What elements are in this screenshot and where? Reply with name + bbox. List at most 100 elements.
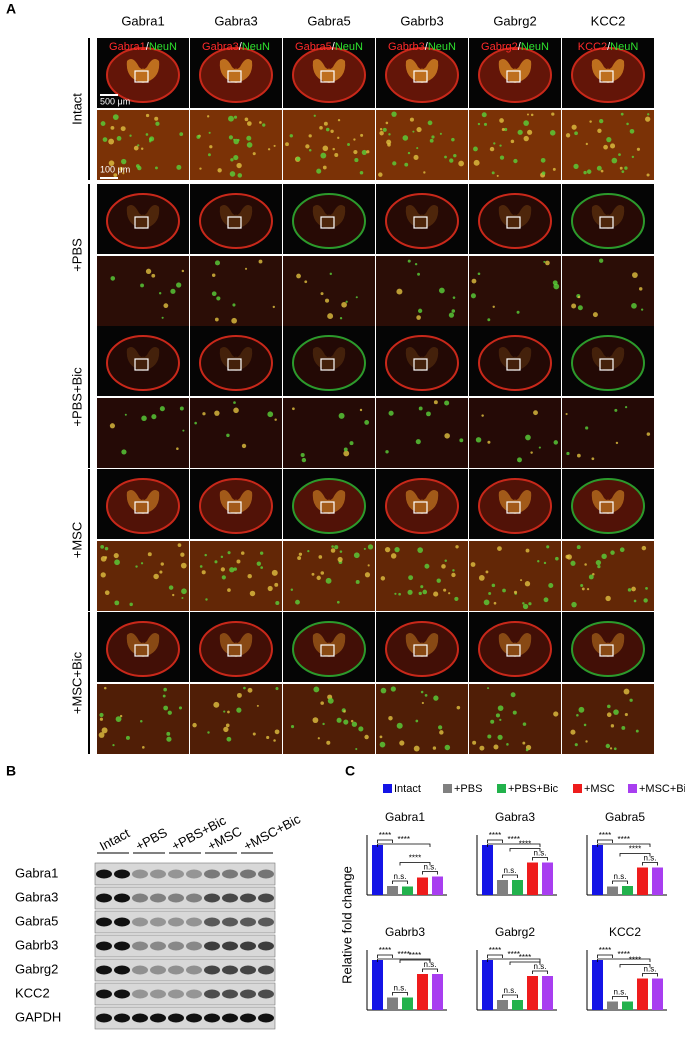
- region-box: [227, 216, 242, 229]
- cell: [109, 423, 116, 429]
- cell: [517, 457, 522, 463]
- blot-band: [150, 893, 166, 903]
- cell: [246, 121, 252, 126]
- cell: [114, 559, 120, 566]
- cell: [176, 164, 182, 170]
- blot-band: [240, 917, 256, 927]
- cell: [459, 438, 464, 443]
- cell: [211, 273, 216, 278]
- cell: [273, 144, 276, 147]
- cell: [423, 171, 426, 174]
- cell: [647, 113, 650, 116]
- cell: [643, 598, 648, 603]
- significance-bracket: [377, 843, 431, 847]
- cell: [473, 146, 478, 152]
- cell: [361, 149, 367, 155]
- cell: [101, 727, 108, 734]
- cord-outline: [478, 193, 552, 249]
- cell: [354, 158, 359, 163]
- significance-bracket: [532, 970, 548, 974]
- blot-band: [132, 1013, 148, 1023]
- cell: [645, 586, 648, 590]
- significance-label: ****: [519, 840, 531, 849]
- cell: [236, 162, 242, 169]
- cell: [497, 734, 503, 740]
- blot-band: [204, 941, 220, 951]
- cell: [217, 168, 222, 173]
- region-box: [227, 358, 242, 371]
- stain-label: Gabra3/NeuN: [202, 41, 270, 53]
- cell: [407, 259, 411, 263]
- cell: [114, 600, 120, 606]
- section-image: [469, 612, 561, 682]
- blot-band: [168, 869, 184, 879]
- stain-marker: Gabra5: [295, 41, 332, 53]
- bar: [542, 976, 553, 1010]
- blot-band: [222, 1013, 238, 1023]
- cell: [573, 163, 579, 170]
- blot-band: [186, 941, 202, 951]
- lane-group-label: +PBS: [133, 825, 170, 854]
- cell: [119, 714, 123, 718]
- cell: [140, 283, 144, 288]
- cell: [453, 153, 457, 158]
- significance-label: ****: [599, 946, 611, 955]
- magnified-shade: [97, 684, 189, 754]
- cell: [585, 142, 588, 146]
- column-header: Gabra1: [121, 13, 164, 28]
- legend-label: +PBS+Bic: [508, 783, 559, 795]
- cell: [325, 577, 332, 584]
- cell: [241, 443, 247, 449]
- cell: [629, 128, 635, 134]
- blot-strip: [94, 934, 276, 958]
- blot-band: [132, 869, 148, 879]
- significance-bracket: [422, 871, 438, 875]
- blot-strip: [94, 862, 276, 886]
- bar: [387, 997, 398, 1010]
- protein-label: Gabrb3: [15, 937, 58, 952]
- cell: [631, 586, 636, 592]
- cell: [487, 318, 491, 322]
- blot-band: [258, 1013, 274, 1023]
- cell: [227, 710, 230, 714]
- magnified-image: [469, 110, 561, 180]
- significance-bracket: [597, 958, 651, 962]
- section-image: [283, 326, 375, 396]
- cell: [233, 138, 239, 145]
- cell: [170, 288, 176, 294]
- cell: [491, 171, 495, 175]
- blot-band: [96, 917, 112, 927]
- cell: [179, 406, 184, 411]
- cell: [638, 287, 643, 291]
- cell: [624, 406, 628, 409]
- cell: [296, 156, 301, 162]
- cell: [233, 407, 239, 414]
- cell: [159, 570, 163, 574]
- cell: [641, 545, 647, 551]
- cell: [121, 449, 127, 455]
- cell: [540, 157, 546, 163]
- cell: [214, 410, 220, 416]
- cell: [343, 719, 349, 725]
- cell: [416, 315, 421, 320]
- cell: [470, 562, 476, 567]
- cell: [481, 112, 487, 118]
- significance-label: ****: [508, 835, 520, 844]
- panel-label: A: [6, 1, 16, 17]
- cell: [99, 717, 104, 721]
- cell: [339, 317, 343, 320]
- significance-label: ****: [599, 831, 611, 840]
- cell: [233, 115, 238, 119]
- cell: [297, 556, 302, 561]
- cell: [444, 744, 451, 751]
- significance-label: ****: [398, 950, 410, 959]
- column-header: Gabrg2: [493, 13, 536, 28]
- magnified-shade: [97, 398, 189, 468]
- cell: [399, 740, 405, 746]
- cell: [301, 457, 307, 463]
- cell: [102, 137, 108, 142]
- significance-bracket: [642, 862, 658, 866]
- cell: [162, 694, 166, 698]
- significance-label: ****: [629, 845, 641, 854]
- cell: [323, 121, 328, 126]
